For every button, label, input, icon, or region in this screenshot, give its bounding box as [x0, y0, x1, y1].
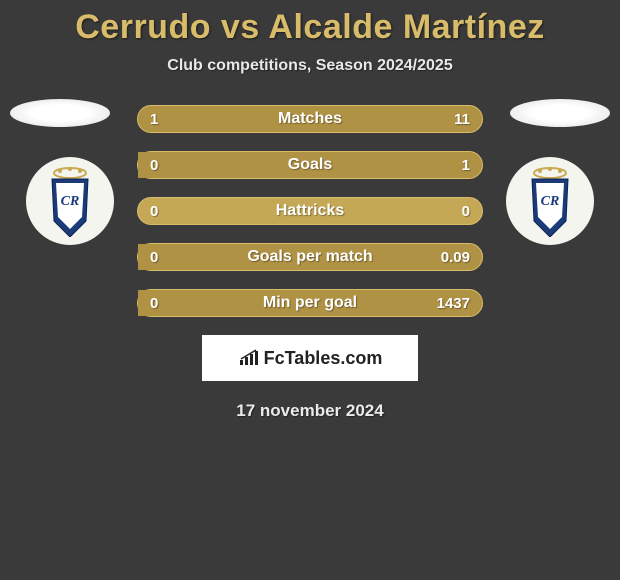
comparison-main: CR CR 1 Matches 11 0 Goals 1 0 Hattricks 0 0 Goals… — [0, 105, 620, 421]
stat-label: Goals — [288, 156, 332, 174]
club-crest-right: CR — [506, 157, 594, 245]
stat-right-value: 0 — [462, 203, 470, 220]
page-subtitle: Club competitions, Season 2024/2025 — [0, 57, 620, 75]
stat-label: Goals per match — [247, 248, 372, 266]
stat-right-value: 0.09 — [441, 249, 470, 266]
stat-right-value: 1437 — [437, 295, 470, 312]
stat-left-value: 0 — [150, 295, 158, 312]
chart-icon — [238, 349, 260, 367]
player-left-ellipse — [10, 99, 110, 127]
stat-bar: 0 Goals 1 — [137, 151, 483, 179]
stat-bar: 0 Goals per match 0.09 — [137, 243, 483, 271]
footer-date: 17 november 2024 — [10, 401, 610, 421]
stat-right-value: 1 — [462, 157, 470, 174]
stat-bar: 1 Matches 11 — [137, 105, 483, 133]
stat-left-value: 0 — [150, 249, 158, 266]
crest-icon: CR — [522, 165, 578, 237]
stat-bar: 0 Min per goal 1437 — [137, 289, 483, 317]
stat-bar: 0 Hattricks 0 — [137, 197, 483, 225]
svg-text:CR: CR — [61, 194, 80, 209]
club-crest-left: CR — [26, 157, 114, 245]
stats-bars: 1 Matches 11 0 Goals 1 0 Hattricks 0 0 Goals per m… — [137, 105, 483, 317]
crest-icon: CR — [42, 165, 98, 237]
stat-left-value: 0 — [150, 157, 158, 174]
stat-label: Min per goal — [263, 294, 357, 312]
stat-left-value: 1 — [150, 111, 158, 128]
watermark-text: FcTables.com — [264, 348, 383, 369]
stat-label: Hattricks — [276, 202, 344, 220]
watermark: FcTables.com — [202, 335, 418, 381]
player-right-ellipse — [510, 99, 610, 127]
header: Cerrudo vs Alcalde Martínez Club competi… — [0, 0, 620, 75]
stat-right-value: 11 — [454, 111, 470, 128]
svg-text:CR: CR — [541, 194, 560, 209]
stat-left-value: 0 — [150, 203, 158, 220]
stat-label: Matches — [278, 110, 342, 128]
page-title: Cerrudo vs Alcalde Martínez — [0, 8, 620, 47]
